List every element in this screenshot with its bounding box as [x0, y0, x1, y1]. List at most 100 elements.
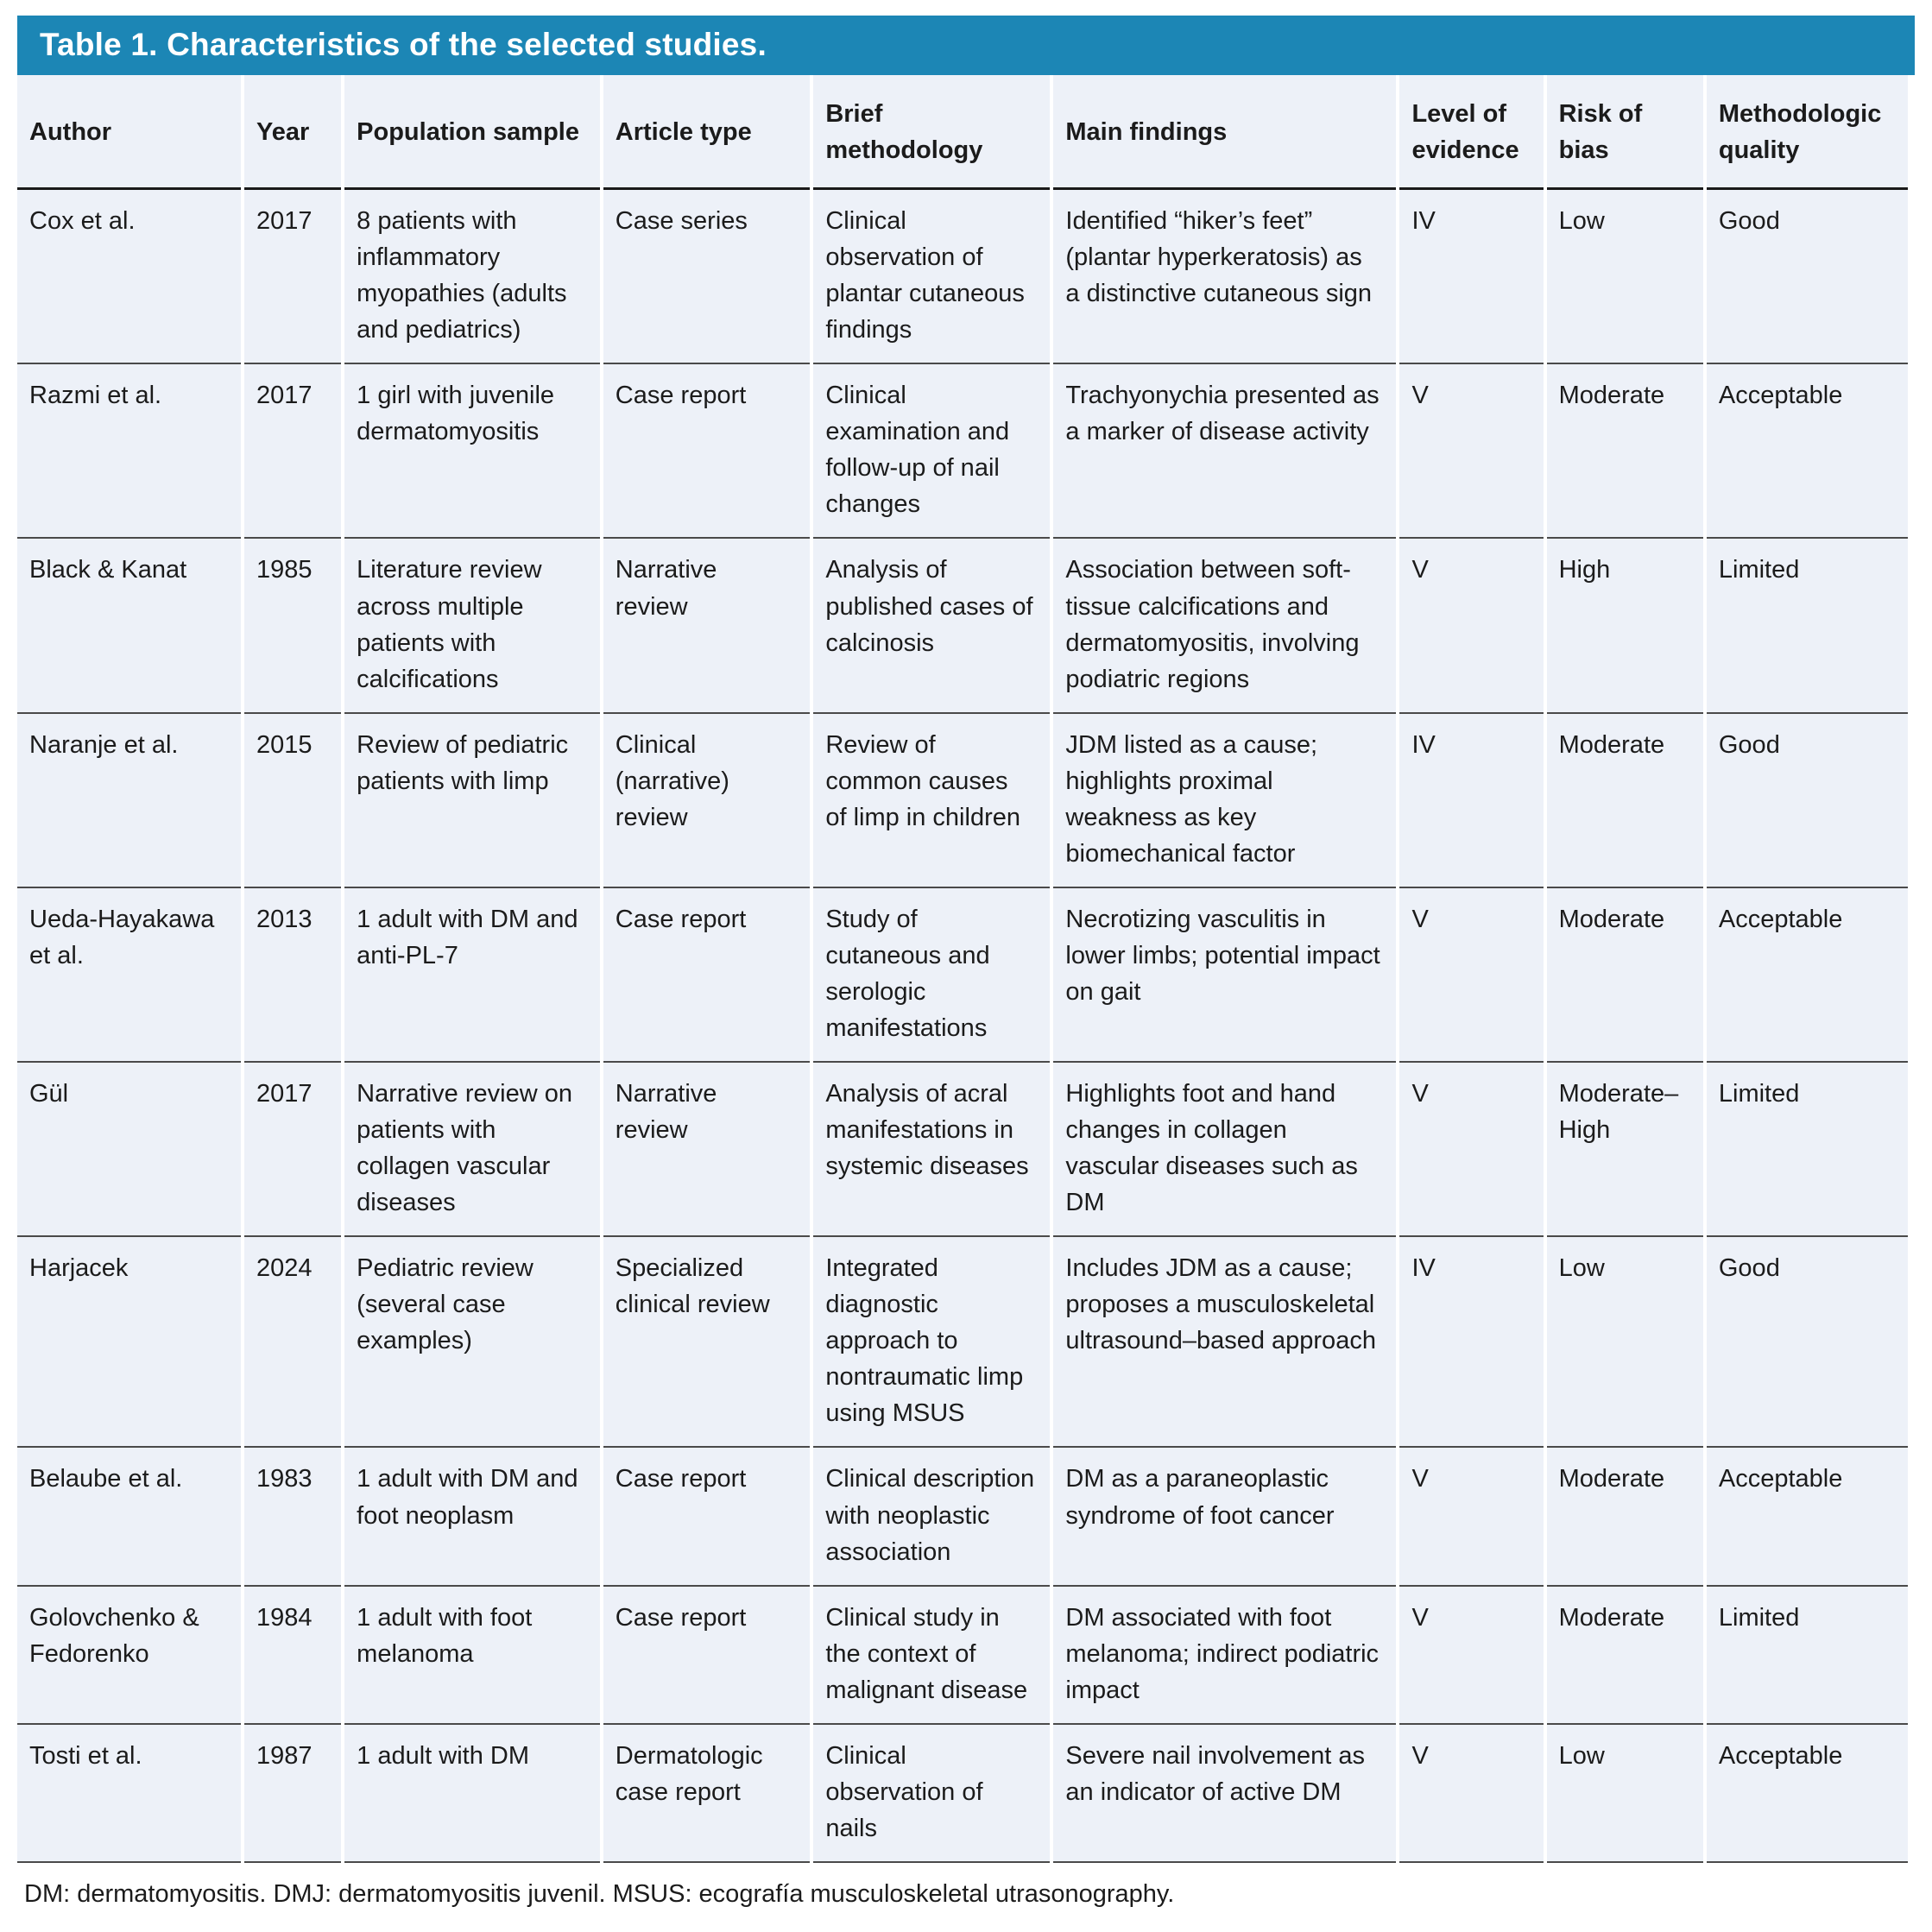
cell-year: 2017 [243, 190, 342, 365]
cell-article-type: Specialized clinical review [603, 1237, 811, 1449]
cell-findings: Association between soft-tissue calcific… [1053, 539, 1397, 714]
cell-population: 1 adult with foot melanoma [344, 1586, 600, 1725]
cell-population: 8 patients with inflammatory myopathies … [344, 190, 600, 365]
cell-population: 1 adult with DM and foot neoplasm [344, 1448, 600, 1587]
column-header-author: Author [17, 75, 241, 191]
cell-evidence: IV [1399, 190, 1544, 365]
cell-year: 2017 [243, 1063, 342, 1238]
cell-population: 1 adult with DM and anti-PL-7 [344, 887, 600, 1064]
cell-quality: Good [1706, 1237, 1908, 1449]
cell-methodology: Clinical observation of nails [813, 1724, 1051, 1863]
column-header-methodology: Brief methodology [813, 75, 1051, 191]
cell-author: Ueda-Hayakawa et al. [17, 887, 241, 1064]
cell-findings: Includes JDM as a cause; proposes a musc… [1053, 1237, 1397, 1449]
column-header-evidence: Level of evidence [1399, 75, 1544, 191]
cell-article-type: Case report [603, 364, 811, 540]
cell-methodology: Clinical observation of plantar cutaneou… [813, 190, 1051, 365]
cell-article-type: Case series [603, 190, 811, 365]
cell-bias: Moderate [1546, 1448, 1703, 1587]
cell-bias: Low [1546, 190, 1703, 365]
cell-findings: Severe nail involvement as an indicator … [1053, 1724, 1397, 1863]
cell-population: Narrative review on patients with collag… [344, 1063, 600, 1238]
cell-article-type: Case report [603, 1448, 811, 1587]
cell-bias: Low [1546, 1237, 1703, 1449]
cell-author: Belaube et al. [17, 1448, 241, 1587]
table-row: Belaube et al. 1983 1 adult with DM and … [17, 1448, 1908, 1587]
cell-findings: DM as a paraneoplastic syndrome of foot … [1053, 1448, 1397, 1587]
table-footnote: DM: dermatomyositis. DMJ: dermatomyositi… [17, 1862, 1915, 1932]
cell-author: Harjacek [17, 1237, 241, 1449]
column-header-findings: Main findings [1053, 75, 1397, 191]
cell-population: 1 girl with juvenile dermatomyositis [344, 364, 600, 540]
cell-author: Tosti et al. [17, 1724, 241, 1863]
cell-year: 2024 [243, 1237, 342, 1449]
cell-evidence: V [1399, 539, 1544, 714]
cell-evidence: V [1399, 1063, 1544, 1238]
table-header-row: Author Year Population sample Article ty… [17, 75, 1908, 191]
cell-evidence: V [1399, 1724, 1544, 1863]
cell-evidence: V [1399, 1586, 1544, 1725]
cell-methodology: Clinical description with neoplastic ass… [813, 1448, 1051, 1587]
cell-findings: JDM listed as a cause; highlights proxim… [1053, 713, 1397, 888]
column-header-year: Year [243, 75, 342, 191]
cell-methodology: Integrated diagnostic approach to nontra… [813, 1237, 1051, 1449]
cell-quality: Good [1706, 190, 1908, 365]
cell-findings: Identified “hiker’s feet” (plantar hyper… [1053, 190, 1397, 365]
cell-author: Black & Kanat [17, 539, 241, 714]
cell-evidence: IV [1399, 1237, 1544, 1449]
cell-methodology: Clinical study in the context of maligna… [813, 1586, 1051, 1725]
cell-quality: Acceptable [1706, 1448, 1908, 1587]
cell-article-type: Dermatologic case report [603, 1724, 811, 1863]
cell-methodology: Review of common causes of limp in child… [813, 713, 1051, 888]
cell-findings: Trachyonychia presented as a marker of d… [1053, 364, 1397, 540]
column-header-bias: Risk of bias [1546, 75, 1703, 191]
cell-year: 1985 [243, 539, 342, 714]
column-header-article-type: Article type [603, 75, 811, 191]
table-row: Razmi et al. 2017 1 girl with juvenile d… [17, 364, 1908, 540]
cell-bias: Moderate [1546, 887, 1703, 1064]
cell-population: Review of pediatric patients with limp [344, 713, 600, 888]
cell-bias: Moderate [1546, 713, 1703, 888]
table-row: Cox et al. 2017 8 patients with inflamma… [17, 190, 1908, 365]
cell-article-type: Clinical (narrative) review [603, 713, 811, 888]
cell-year: 1983 [243, 1448, 342, 1587]
table-row: Harjacek 2024 Pediatric review (several … [17, 1237, 1908, 1449]
cell-population: Literature review across multiple patien… [344, 539, 600, 714]
table-row: Black & Kanat 1985 Literature review acr… [17, 539, 1908, 714]
cell-evidence: V [1399, 887, 1544, 1064]
table-row: Tosti et al. 1987 1 adult with DM Dermat… [17, 1724, 1908, 1863]
cell-article-type: Case report [603, 887, 811, 1064]
cell-quality: Acceptable [1706, 1724, 1908, 1863]
column-header-population: Population sample [344, 75, 600, 191]
cell-methodology: Analysis of acral manifestations in syst… [813, 1063, 1051, 1238]
cell-methodology: Clinical examination and follow-up of na… [813, 364, 1051, 540]
cell-quality: Acceptable [1706, 364, 1908, 540]
table-row: Ueda-Hayakawa et al. 2013 1 adult with D… [17, 887, 1908, 1064]
table-title: Table 1. Characteristics of the selected… [17, 16, 1915, 75]
cell-author: Cox et al. [17, 190, 241, 365]
table-body: Cox et al. 2017 8 patients with inflamma… [17, 190, 1908, 1863]
cell-quality: Limited [1706, 539, 1908, 714]
table-row: Naranje et al. 2015 Review of pediatric … [17, 713, 1908, 888]
cell-bias: Moderate–High [1546, 1063, 1703, 1238]
cell-year: 2015 [243, 713, 342, 888]
cell-methodology: Study of cutaneous and serologic manifes… [813, 887, 1051, 1064]
cell-article-type: Narrative review [603, 539, 811, 714]
studies-table: Author Year Population sample Article ty… [14, 75, 1911, 1863]
cell-findings: Necrotizing vasculitis in lower limbs; p… [1053, 887, 1397, 1064]
cell-author: Gül [17, 1063, 241, 1238]
cell-article-type: Narrative review [603, 1063, 811, 1238]
cell-evidence: IV [1399, 713, 1544, 888]
cell-bias: Moderate [1546, 364, 1703, 540]
cell-evidence: V [1399, 1448, 1544, 1587]
cell-author: Naranje et al. [17, 713, 241, 888]
cell-population: 1 adult with DM [344, 1724, 600, 1863]
cell-author: Razmi et al. [17, 364, 241, 540]
cell-methodology: Analysis of published cases of calcinosi… [813, 539, 1051, 714]
cell-bias: Low [1546, 1724, 1703, 1863]
cell-quality: Acceptable [1706, 887, 1908, 1064]
cell-quality: Limited [1706, 1586, 1908, 1725]
cell-quality: Good [1706, 713, 1908, 888]
cell-author: Golovchenko & Fedorenko [17, 1586, 241, 1725]
